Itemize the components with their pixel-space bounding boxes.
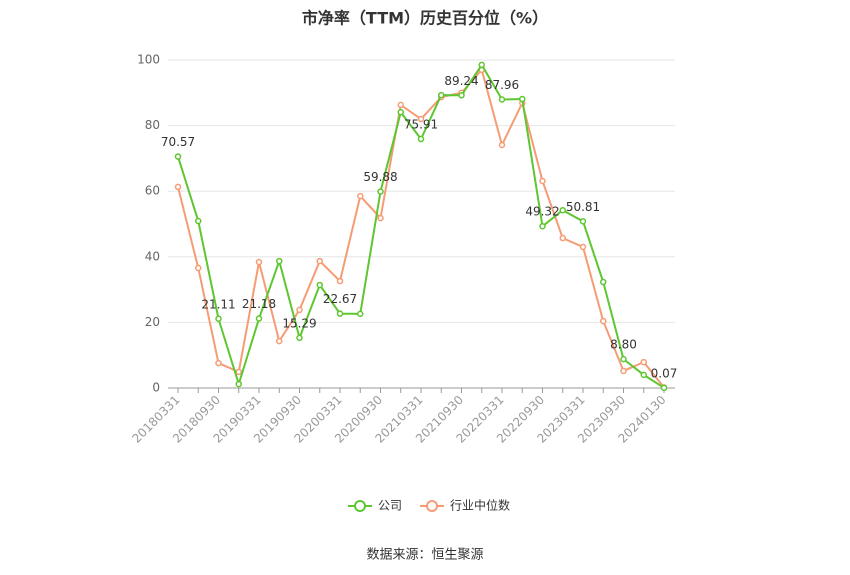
data-point bbox=[519, 95, 526, 103]
data-point bbox=[397, 101, 404, 109]
data-point bbox=[296, 306, 303, 314]
data-point bbox=[336, 310, 344, 317]
legend-marker bbox=[426, 500, 439, 512]
data-point bbox=[478, 61, 485, 69]
data-point bbox=[620, 367, 627, 375]
data-label: 50.81 bbox=[566, 200, 600, 214]
source: 数据来源：恒生聚源 bbox=[366, 548, 483, 563]
data-label: 15.29 bbox=[282, 316, 316, 330]
data-label: 21.11 bbox=[201, 297, 235, 311]
data-point bbox=[357, 310, 364, 318]
data-label: 70.57 bbox=[161, 135, 195, 149]
y-tick-label: 0 bbox=[152, 381, 160, 395]
data-point bbox=[215, 315, 222, 323]
legend-label: 行业中位数 bbox=[450, 498, 510, 513]
data-label: 22.67 bbox=[323, 292, 357, 306]
data-point bbox=[357, 192, 364, 200]
data-point bbox=[498, 141, 506, 149]
data-point bbox=[600, 278, 607, 286]
y-tick-label: 60 bbox=[145, 184, 160, 198]
data-label: 89.24 bbox=[444, 74, 478, 88]
data-point bbox=[559, 206, 566, 214]
data-label: 59.88 bbox=[363, 170, 397, 184]
data-point bbox=[579, 218, 587, 225]
data-point bbox=[640, 358, 647, 366]
data-point bbox=[438, 91, 445, 99]
data-point bbox=[255, 315, 263, 322]
data-point bbox=[640, 371, 647, 379]
y-tick-label: 20 bbox=[145, 315, 160, 329]
data-point bbox=[255, 258, 263, 266]
data-label: 8.80 bbox=[610, 338, 637, 352]
data-point bbox=[397, 108, 404, 116]
chart-title: 市净率（TTM）历史百分位（%） bbox=[302, 9, 548, 28]
data-point bbox=[195, 217, 202, 225]
data-point bbox=[296, 334, 303, 342]
data-point bbox=[660, 384, 668, 392]
data-point bbox=[600, 317, 607, 325]
data-label: 49.32 bbox=[525, 205, 559, 219]
data-point bbox=[417, 115, 425, 123]
data-point bbox=[458, 92, 465, 99]
y-tick-label: 80 bbox=[145, 118, 160, 132]
data-label: 87.96 bbox=[485, 78, 519, 92]
data-point bbox=[276, 257, 283, 265]
data-point bbox=[235, 380, 242, 388]
data-point bbox=[235, 368, 242, 376]
data-point bbox=[377, 188, 384, 195]
data-point bbox=[316, 281, 323, 289]
data-point bbox=[316, 257, 323, 265]
data-point bbox=[620, 355, 627, 363]
series-line bbox=[177, 63, 665, 389]
y-tick-label: 40 bbox=[145, 249, 160, 263]
data-label: 0.07 bbox=[651, 366, 678, 380]
data-point bbox=[498, 96, 506, 103]
y-tick-label: 100 bbox=[137, 53, 160, 67]
data-point bbox=[559, 234, 566, 242]
data-point bbox=[417, 135, 425, 143]
data-point bbox=[215, 359, 222, 367]
data-point bbox=[174, 183, 182, 191]
legend-marker bbox=[354, 500, 366, 512]
data-point bbox=[336, 277, 344, 285]
data-point bbox=[276, 337, 283, 345]
data-point bbox=[174, 153, 182, 160]
data-label: 21.18 bbox=[242, 297, 276, 311]
legend-label: 公司 bbox=[378, 499, 402, 513]
data-point bbox=[195, 264, 202, 272]
data-point bbox=[539, 177, 546, 185]
data-label: 75.91 bbox=[404, 118, 438, 132]
data-point bbox=[539, 222, 546, 230]
data-point bbox=[579, 243, 587, 251]
data-point bbox=[377, 214, 384, 222]
